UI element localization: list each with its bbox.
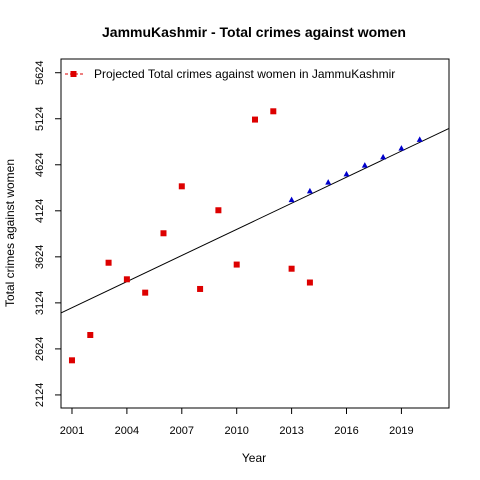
y-tick-label: 2124 xyxy=(34,383,46,407)
actual-point xyxy=(215,207,222,214)
projected-point xyxy=(361,162,368,168)
y-axis: 2124 2624 3124 3624 4124 4624 5124 5624 xyxy=(34,60,61,407)
projected-point xyxy=(306,187,313,194)
legend: Projected Total crimes against women in … xyxy=(65,67,395,81)
y-tick-label: 3624 xyxy=(34,245,46,269)
y-tick-label: 4624 xyxy=(34,153,46,177)
y-tick-label: 4124 xyxy=(34,199,46,223)
projected-point xyxy=(343,170,350,177)
projected-point xyxy=(288,196,295,203)
actual-point xyxy=(270,108,277,115)
x-axis-label: Year xyxy=(242,451,266,465)
projected-point xyxy=(380,153,387,160)
trend-line-group xyxy=(60,127,450,314)
y-axis-label: Total crimes against women xyxy=(3,159,17,307)
x-tick-label: 2013 xyxy=(279,425,303,437)
plot-area xyxy=(60,58,450,409)
x-tick-label: 2010 xyxy=(224,425,248,437)
actual-point xyxy=(160,230,167,237)
actual-point xyxy=(178,183,185,190)
x-axis: 2001 2004 2007 2010 2013 2016 2019 xyxy=(60,408,414,437)
actual-point xyxy=(87,331,94,338)
y-tick-label: 2624 xyxy=(34,337,46,361)
chart-title: JammuKashmir - Total crimes against wome… xyxy=(102,24,406,40)
actual-point xyxy=(68,357,75,364)
legend-label: Projected Total crimes against women in … xyxy=(94,67,395,81)
legend-marker xyxy=(70,71,77,77)
x-tick-label: 2004 xyxy=(115,425,139,437)
x-tick-label: 2001 xyxy=(60,425,84,437)
trend-line xyxy=(60,127,450,314)
actual-point xyxy=(123,276,130,283)
actual-point xyxy=(252,116,258,123)
projected-series xyxy=(288,136,423,203)
actual-point xyxy=(142,289,149,296)
projected-point xyxy=(416,136,423,142)
projected-point xyxy=(398,145,405,151)
y-tick-label: 3124 xyxy=(34,291,46,315)
x-tick-label: 2019 xyxy=(389,425,413,437)
actual-point xyxy=(288,265,295,272)
x-tick-label: 2007 xyxy=(170,425,194,437)
actual-point xyxy=(105,259,112,266)
actual-point xyxy=(306,279,313,286)
actual-point xyxy=(233,261,240,268)
actual-point xyxy=(197,285,204,292)
y-tick-label: 5124 xyxy=(34,107,46,131)
y-tick-label: 5624 xyxy=(34,60,46,84)
projected-point xyxy=(325,179,332,185)
actual-series xyxy=(68,108,313,364)
x-tick-label: 2016 xyxy=(334,425,358,437)
